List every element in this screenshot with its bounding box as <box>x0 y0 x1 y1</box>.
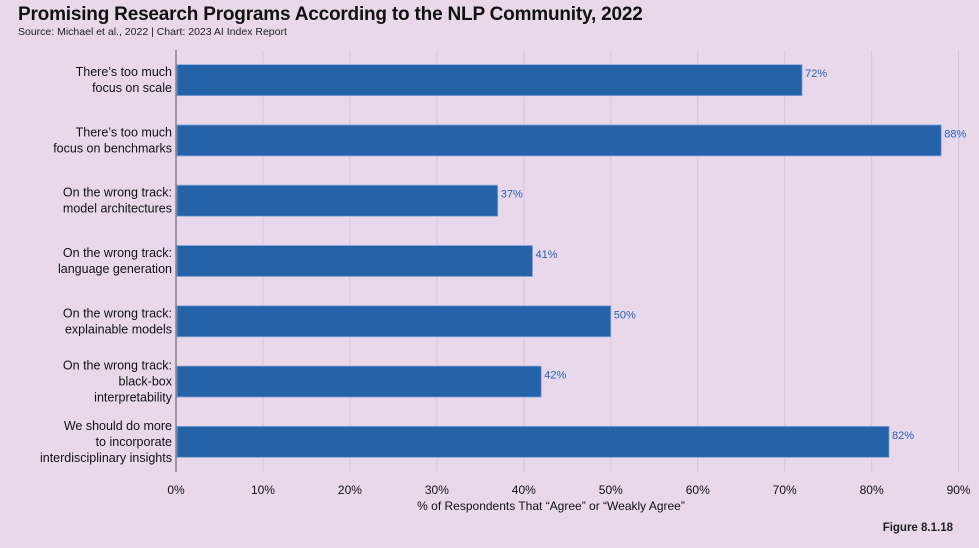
category-label-line: explainable models <box>65 322 172 336</box>
x-tick-label: 80% <box>860 483 884 497</box>
bar <box>176 184 499 217</box>
bar-value-label: 37% <box>501 189 523 201</box>
category-label-line: On the wrong track: <box>63 186 172 200</box>
category-label-line: There’s too much <box>76 65 172 79</box>
x-tick-labels: 0% 10% 20% 30% 40% 50% 60% 70% 80% 90% <box>167 483 971 497</box>
bar-value-label: 50% <box>614 309 636 321</box>
bar-value-label: 41% <box>536 249 558 261</box>
figure-label: Figure 8.1.18 <box>882 522 953 534</box>
bar <box>176 305 612 338</box>
category-label: On the wrong track: model architectures <box>63 186 172 216</box>
category-label-line: focus on benchmarks <box>53 141 172 155</box>
grid-lines <box>175 50 960 472</box>
chart-title: Promising Research Programs According to… <box>18 4 643 25</box>
x-tick-label: 90% <box>947 483 971 497</box>
x-tick-label: 20% <box>338 483 362 497</box>
category-label-line: interpretability <box>94 391 173 405</box>
category-label-line: On the wrong track: <box>63 306 172 320</box>
category-label-line: focus on scale <box>92 81 172 95</box>
bar <box>176 64 803 97</box>
category-label-line: There’s too much <box>76 125 172 139</box>
x-tick-label: 60% <box>686 483 710 497</box>
category-label-line: to incorporate <box>96 435 172 449</box>
chart-subtitle: Source: Michael et al., 2022 | Chart: 20… <box>18 26 287 38</box>
bar-value-label: 82% <box>892 430 914 442</box>
bar-value-label: 42% <box>544 370 566 382</box>
bar <box>176 425 890 458</box>
category-label-line: On the wrong track: <box>63 359 172 373</box>
category-label-line: interdisciplinary insights <box>40 451 172 465</box>
category-label-line: language generation <box>58 262 172 276</box>
x-tick-label: 0% <box>167 483 185 497</box>
category-label: There’s too much focus on benchmarks <box>53 125 172 155</box>
category-label-line: black-box <box>119 375 173 389</box>
x-tick-label: 50% <box>599 483 623 497</box>
x-tick-label: 30% <box>425 483 449 497</box>
category-label-line: model architectures <box>63 202 172 216</box>
bar-value-label: 72% <box>805 68 827 80</box>
category-label: On the wrong track: black-box interpretabi… <box>63 359 173 405</box>
bar <box>176 245 533 277</box>
bar-value-label: 88% <box>944 128 966 140</box>
x-tick-label: 70% <box>773 483 797 497</box>
category-label: There’s too much focus on scale <box>76 65 172 95</box>
category-label-line: We should do more <box>64 419 172 433</box>
x-axis-title: % of Respondents That “Agree” or “Weakly… <box>417 499 685 513</box>
category-label: On the wrong track: language generation <box>58 246 172 276</box>
bars <box>176 64 942 458</box>
category-label: We should do more to incorporate interdisc… <box>40 419 172 465</box>
bar <box>176 365 542 398</box>
x-tick-label: 40% <box>512 483 536 497</box>
category-label: On the wrong track: explainable models <box>63 306 172 336</box>
category-label-line: On the wrong track: <box>63 246 172 260</box>
x-tick-label: 10% <box>251 483 275 497</box>
bar <box>176 124 942 157</box>
value-labels: 72% 88% 37% 41% 50% 42% 82% <box>501 68 967 442</box>
